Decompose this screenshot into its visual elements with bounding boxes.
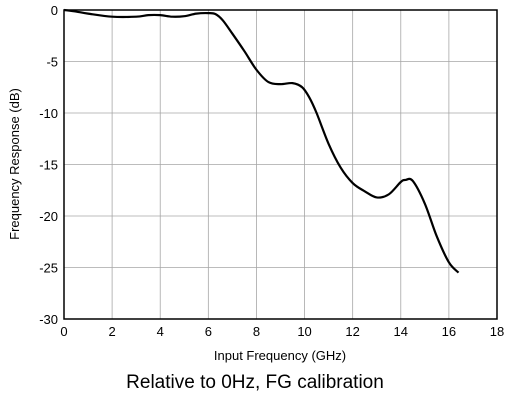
x-tick-label: 14 bbox=[394, 324, 408, 339]
x-tick-label: 8 bbox=[253, 324, 260, 339]
x-tick-labels: 0 2 4 6 8 10 12 14 16 18 bbox=[60, 324, 504, 339]
y-tick-labels: 0 -5 -10 -15 -20 -25 -30 bbox=[39, 3, 58, 327]
y-tick-label: -30 bbox=[39, 312, 58, 327]
frequency-response-line bbox=[63, 8, 460, 274]
plot-frame bbox=[63, 9, 498, 320]
grid-lines bbox=[63, 9, 498, 320]
x-tick-label: 10 bbox=[297, 324, 311, 339]
x-tick-label: 18 bbox=[490, 324, 504, 339]
y-tick-label: -20 bbox=[39, 209, 58, 224]
x-tick-label: 12 bbox=[345, 324, 359, 339]
x-tick-label: 0 bbox=[60, 324, 67, 339]
chart-caption: Relative to 0Hz, FG calibration bbox=[126, 372, 384, 393]
y-axis-label: Frequency Response (dB) bbox=[7, 88, 22, 240]
y-tick-label: -10 bbox=[39, 106, 58, 121]
series-group bbox=[63, 8, 460, 274]
y-tick-label: -25 bbox=[39, 261, 58, 276]
x-tick-label: 2 bbox=[108, 324, 115, 339]
x-tick-label: 16 bbox=[442, 324, 456, 339]
x-axis-label: Input Frequency (GHz) bbox=[214, 348, 346, 363]
y-tick-label: 0 bbox=[51, 3, 58, 18]
x-tick-label: 4 bbox=[157, 324, 164, 339]
x-tick-label: 6 bbox=[205, 324, 212, 339]
y-tick-label: -15 bbox=[39, 158, 58, 173]
y-tick-label: -5 bbox=[46, 55, 58, 70]
